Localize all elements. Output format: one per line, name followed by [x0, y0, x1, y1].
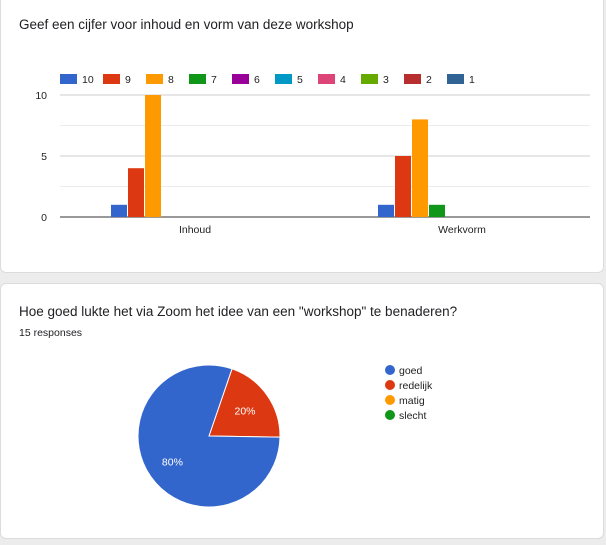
- bar-chart-title: Geef een cijfer voor inhoud en vorm van …: [19, 17, 354, 32]
- legend-swatch: [404, 74, 421, 84]
- legend-swatch: [189, 74, 206, 84]
- bar: [395, 156, 411, 217]
- legend-swatch: [232, 74, 249, 84]
- legend-swatch: [447, 74, 464, 84]
- pie-slice-label: 80%: [162, 457, 183, 469]
- legend-label: slecht: [399, 410, 427, 422]
- legend-swatch: [361, 74, 378, 84]
- pie-chart: 20% 80% goed redelijk matig slecht: [137, 364, 433, 508]
- legend-label: 7: [211, 74, 217, 86]
- legend-swatch: [146, 74, 163, 84]
- legend-marker: [385, 395, 395, 405]
- bar-chart-card: Geef een cijfer voor inhoud en vorm van …: [0, 0, 604, 273]
- legend-swatch: [103, 74, 120, 84]
- bar: [429, 204, 445, 217]
- legend-label: 6: [254, 74, 260, 86]
- bar: [128, 168, 144, 217]
- legend-label: matig: [399, 395, 425, 407]
- legend-swatch: [275, 74, 292, 84]
- legend-marker: [385, 410, 395, 420]
- legend-swatch: [60, 74, 77, 84]
- bar: [378, 204, 394, 217]
- bar-chart: 0 5 10 10 9 8 7 6 5 4 3 2 1 Inhoud Werkvorm: [35, 74, 590, 236]
- legend-marker: [385, 365, 395, 375]
- legend-label: 9: [125, 74, 131, 86]
- y-tick-label: 5: [41, 151, 47, 163]
- bar: [145, 95, 161, 217]
- legend-label: 5: [297, 74, 303, 86]
- pie-slice-label: 20%: [235, 406, 256, 418]
- legend-label: 10: [82, 74, 94, 86]
- bar: [111, 204, 127, 217]
- legend-label: 2: [426, 74, 432, 86]
- y-tick-label: 10: [35, 90, 47, 102]
- y-tick-label: 0: [41, 212, 47, 224]
- legend-label: 4: [340, 74, 346, 86]
- pie-slice: [137, 364, 281, 508]
- category-label: Inhoud: [179, 224, 211, 236]
- legend-label: 3: [383, 74, 389, 86]
- legend-marker: [385, 380, 395, 390]
- legend-label: 8: [168, 74, 174, 86]
- pie-slice: [208, 368, 281, 438]
- response-count: 15 responses: [19, 327, 83, 339]
- legend-label: goed: [399, 365, 423, 377]
- pie-chart-title: Hoe goed lukte het via Zoom het idee van…: [19, 304, 458, 319]
- legend-label: 1: [469, 74, 475, 86]
- pie-chart-card: Hoe goed lukte het via Zoom het idee van…: [0, 283, 604, 539]
- bar: [412, 119, 428, 217]
- legend-label: redelijk: [399, 380, 433, 392]
- legend-swatch: [318, 74, 335, 84]
- category-label: Werkvorm: [438, 224, 486, 236]
